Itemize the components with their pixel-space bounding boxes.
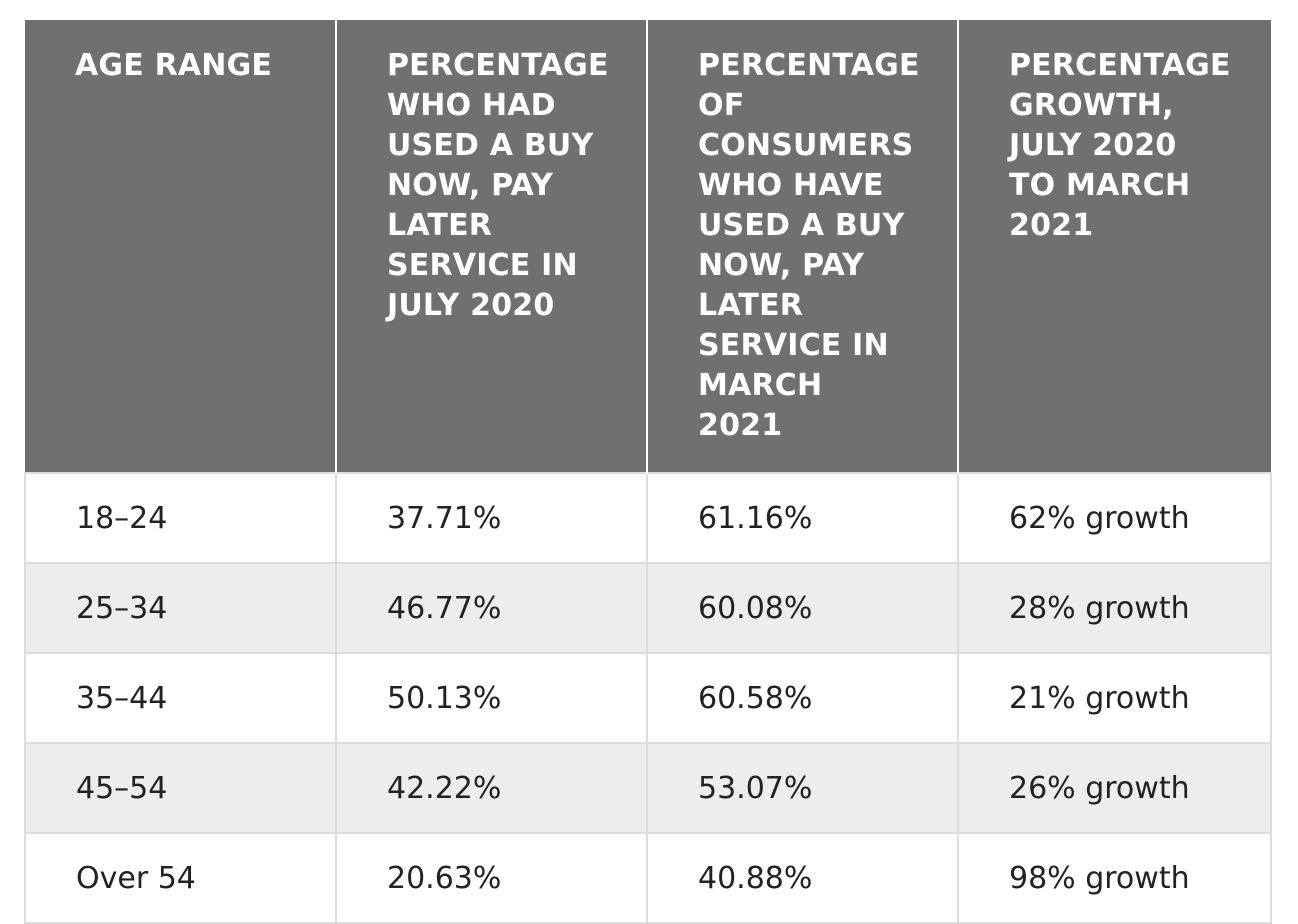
cell-growth: 62% growth — [957, 472, 1272, 564]
cell-march-2021: 40.88% — [646, 832, 959, 924]
cell-age-range: 35–44 — [24, 652, 337, 744]
cell-growth: 21% growth — [957, 652, 1272, 744]
cell-growth: 26% growth — [957, 742, 1272, 834]
header-july-2020: PERCENTAGE WHO HAD USED A BUY NOW, PAY L… — [336, 20, 648, 473]
table-row: 18–24 37.71% 61.16% 62% growth — [24, 472, 1272, 564]
cell-july-2020: 37.71% — [335, 472, 648, 564]
cell-age-range: 18–24 — [24, 472, 337, 564]
cell-july-2020: 46.77% — [335, 562, 648, 654]
table-row: 25–34 46.77% 60.08% 28% growth — [24, 562, 1272, 654]
data-table-container: AGE RANGE PERCENTAGE WHO HAD USED A BUY … — [24, 20, 1272, 924]
header-march-2021: PERCENTAGE OF CONSUMERS WHO HAVE USED A … — [647, 20, 959, 473]
cell-age-range: Over 54 — [24, 832, 337, 924]
table-row: 45–54 42.22% 53.07% 26% growth — [24, 742, 1272, 834]
header-age-range: AGE RANGE — [25, 20, 337, 473]
table-row: 35–44 50.13% 60.58% 21% growth — [24, 652, 1272, 744]
table-row: Over 54 20.63% 40.88% 98% growth — [24, 832, 1272, 924]
cell-march-2021: 61.16% — [646, 472, 959, 564]
cell-growth: 28% growth — [957, 562, 1272, 654]
table-body: 18–24 37.71% 61.16% 62% growth 25–34 46.… — [24, 472, 1272, 924]
bnpl-usage-table: AGE RANGE PERCENTAGE WHO HAD USED A BUY … — [24, 20, 1272, 924]
cell-age-range: 25–34 — [24, 562, 337, 654]
cell-july-2020: 42.22% — [335, 742, 648, 834]
header-growth: PERCENTAGE GROWTH, JULY 2020 TO MARCH 20… — [958, 20, 1271, 473]
cell-march-2021: 60.08% — [646, 562, 959, 654]
header-row: AGE RANGE PERCENTAGE WHO HAD USED A BUY … — [25, 20, 1271, 473]
table-header: AGE RANGE PERCENTAGE WHO HAD USED A BUY … — [25, 20, 1271, 473]
cell-july-2020: 20.63% — [335, 832, 648, 924]
cell-march-2021: 53.07% — [646, 742, 959, 834]
cell-july-2020: 50.13% — [335, 652, 648, 744]
cell-growth: 98% growth — [957, 832, 1272, 924]
cell-age-range: 45–54 — [24, 742, 337, 834]
cell-march-2021: 60.58% — [646, 652, 959, 744]
